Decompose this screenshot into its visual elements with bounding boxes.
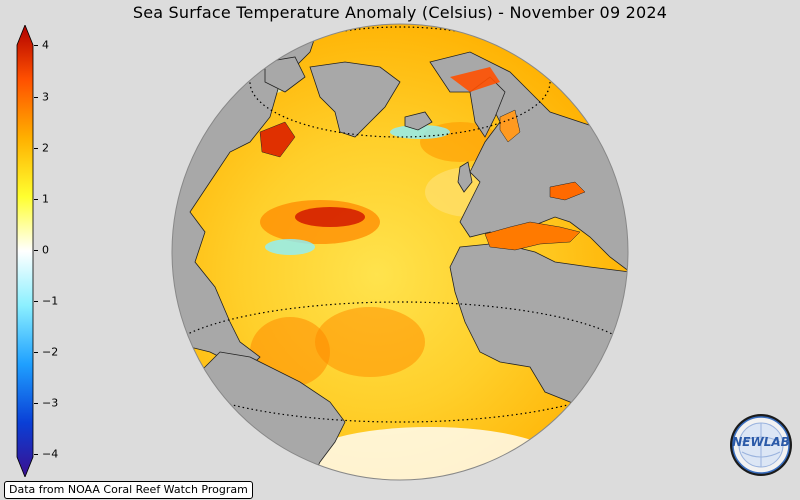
colorbar-tick-label: 2 bbox=[42, 141, 49, 155]
latitude-circle bbox=[172, 301, 628, 423]
logo-badge bbox=[730, 414, 792, 476]
colorbar-tick-label: 4 bbox=[42, 38, 49, 52]
map-title: Sea Surface Temperature Anomaly (Celsius… bbox=[132, 3, 668, 22]
colorbar-tick-mark bbox=[34, 301, 38, 302]
mediterranean-sea bbox=[484, 221, 581, 251]
british-isles bbox=[457, 161, 473, 193]
arctic-islands bbox=[264, 56, 306, 93]
colorbar-tick-mark bbox=[34, 352, 38, 353]
colorbar-tick-label: −1 bbox=[42, 294, 59, 308]
barents-sea bbox=[450, 67, 500, 92]
colorbar bbox=[16, 25, 34, 477]
colorbar-tick-mark bbox=[34, 250, 38, 251]
greenland bbox=[309, 61, 401, 138]
colorbar-tick-label: −3 bbox=[42, 396, 59, 410]
hudson-bay bbox=[259, 121, 296, 158]
colorbar-tick-mark bbox=[34, 199, 38, 200]
data-credit-label: Data from NOAA Coral Reef Watch Program bbox=[4, 481, 253, 499]
colorbar-tick-mark bbox=[34, 148, 38, 149]
newlab-logo-icon: NEWLAB bbox=[728, 412, 794, 478]
anomaly-patch bbox=[315, 307, 425, 377]
globe-map bbox=[171, 23, 629, 481]
iceland bbox=[404, 111, 433, 131]
colorbar-tick-mark bbox=[34, 403, 38, 404]
cool-patch bbox=[390, 125, 450, 139]
colorbar-tick-label: 3 bbox=[42, 90, 49, 104]
colorbar-tick-mark bbox=[34, 454, 38, 455]
colorbar-tick-mark bbox=[34, 45, 38, 46]
anomaly-patch bbox=[295, 207, 365, 227]
arctic-circle bbox=[249, 26, 551, 138]
cool-patch bbox=[265, 239, 315, 255]
logo-text: NEWLAB bbox=[732, 435, 790, 449]
colorbar-tick-label: 1 bbox=[42, 192, 49, 206]
colorbar-gradient bbox=[16, 25, 34, 477]
black-sea bbox=[549, 181, 586, 201]
colorbar-tick-label: 0 bbox=[42, 243, 49, 257]
colorbar-tick-label: −2 bbox=[42, 345, 59, 359]
globe-outline bbox=[171, 23, 629, 481]
colorbar-tick-label: −4 bbox=[42, 447, 59, 461]
colorbar-tick-mark bbox=[34, 97, 38, 98]
africa bbox=[449, 243, 628, 423]
baltic-sea bbox=[499, 109, 521, 143]
